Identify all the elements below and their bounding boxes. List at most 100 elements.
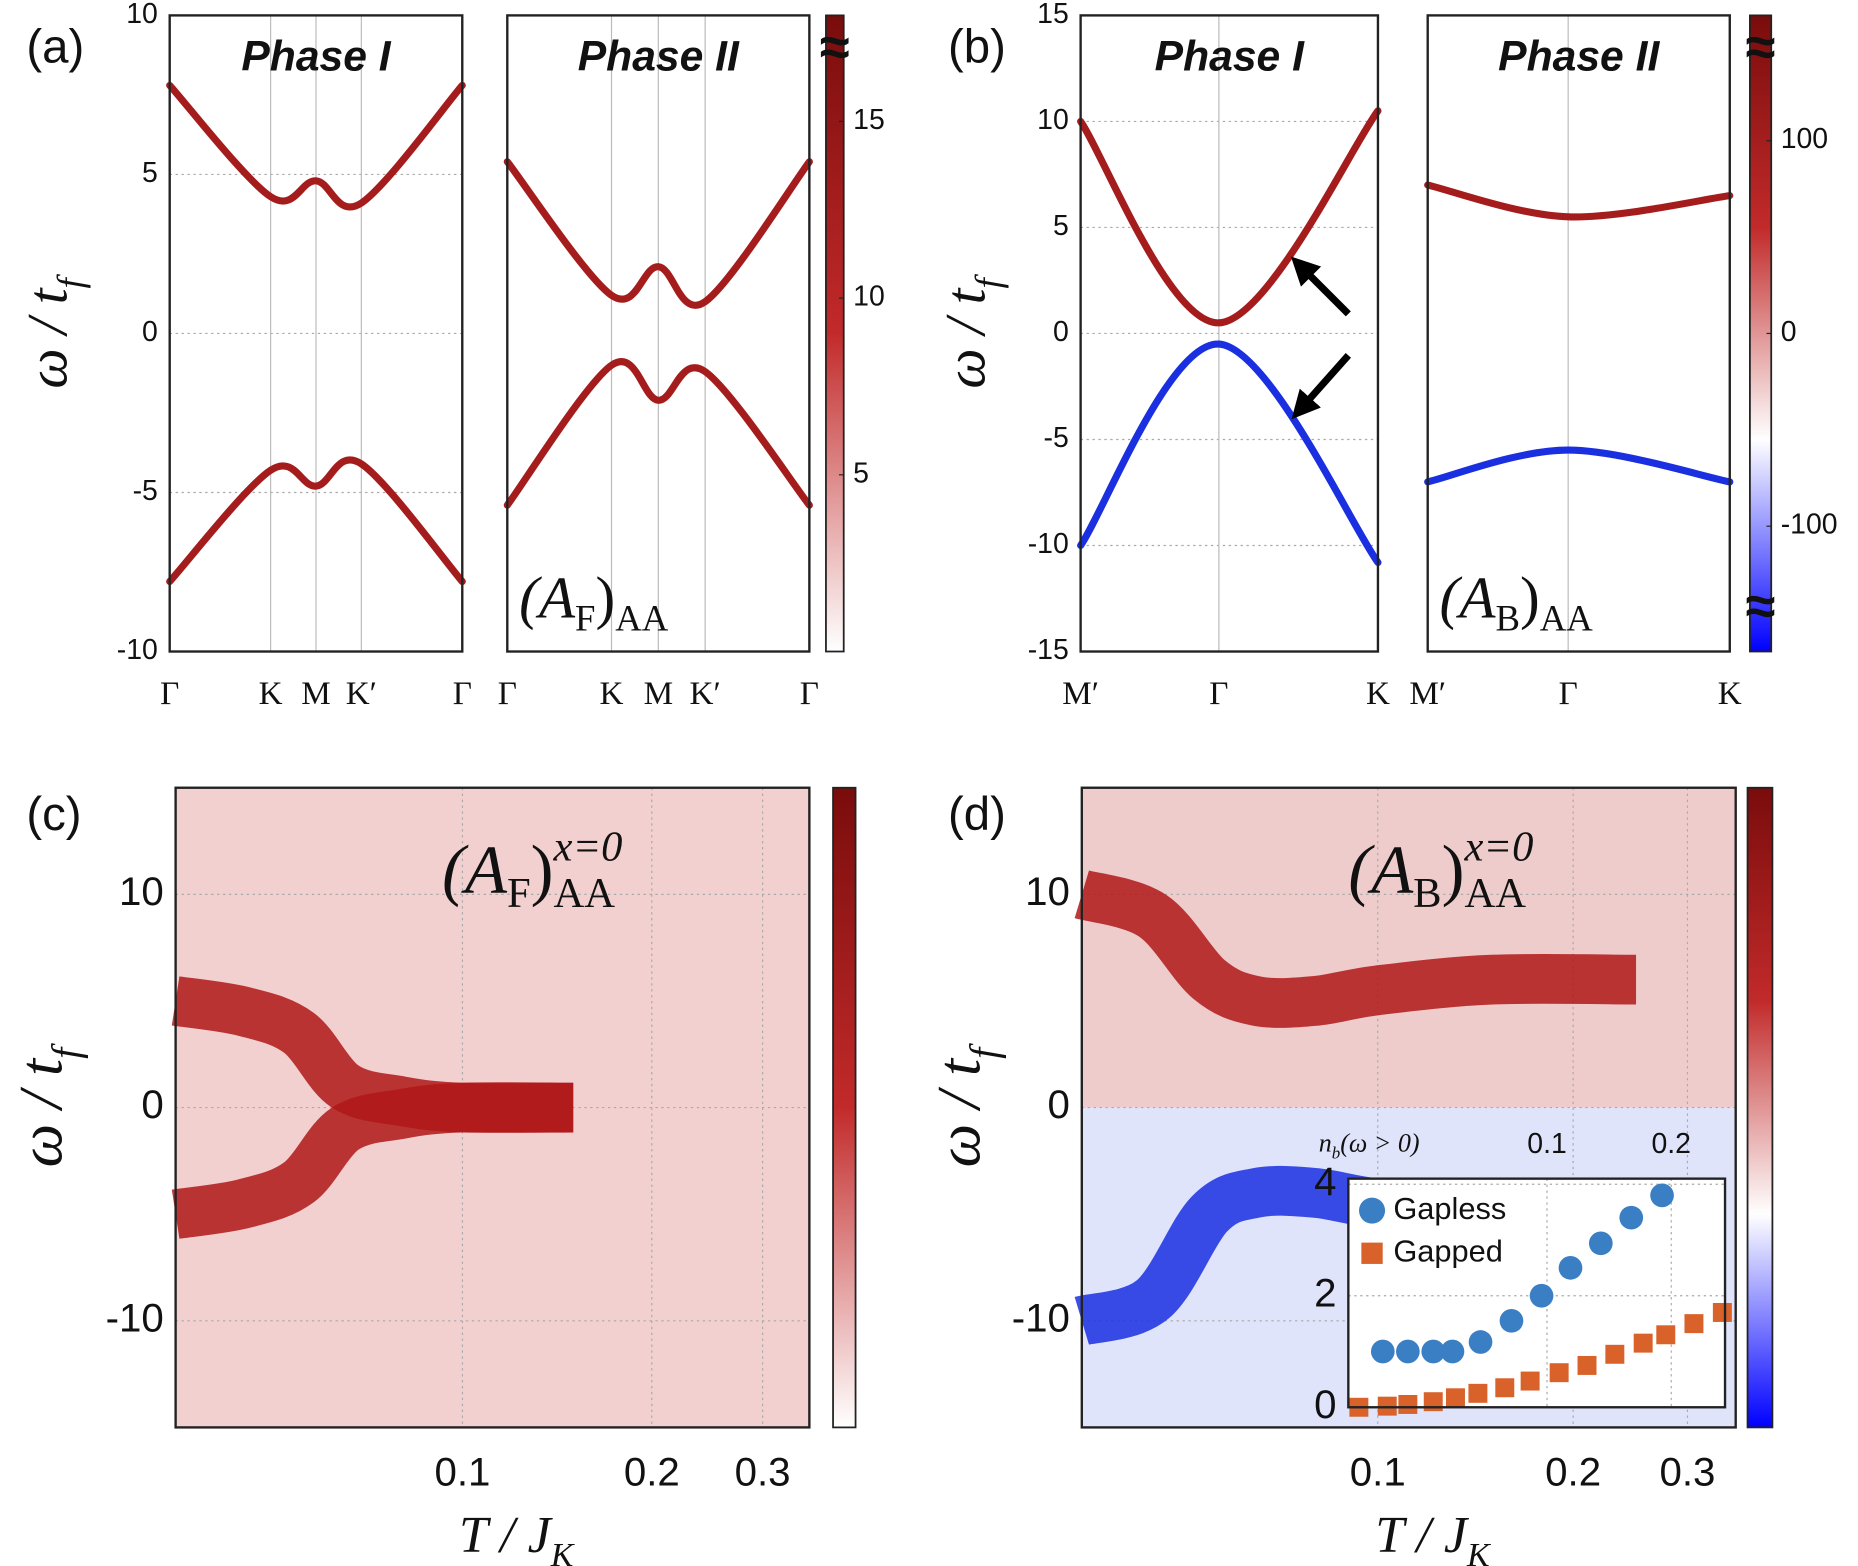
y-tick-label: 0 <box>141 1082 163 1127</box>
y-tick-label: 10 <box>119 869 164 914</box>
plot-frame <box>1079 14 1380 653</box>
panel: M′ Γ K Phase II (A B) AA -100 0 100 ≈ ≈ <box>1409 14 1838 712</box>
band <box>171 1082 574 1239</box>
point <box>1499 1308 1524 1333</box>
x-tick-label: Γ <box>160 675 179 712</box>
panel: -10 -5 0 5 10 Γ K M K′ Γ Phase I (a) <box>26 0 472 712</box>
x-tick-label: M′ <box>1409 675 1446 712</box>
point <box>1588 1231 1613 1256</box>
y-tick-label: -15 <box>1028 634 1069 666</box>
x-tick-label: 0.1 <box>1527 1128 1567 1160</box>
label-part: n <box>1319 1128 1332 1157</box>
x-tick-label: 0.2 <box>1651 1128 1691 1160</box>
plot-area <box>1427 15 1730 652</box>
y-tick-label: 4 <box>1314 1159 1336 1204</box>
x-tick-label: Γ <box>1559 675 1578 712</box>
axis-label: T / JK <box>459 1507 576 1566</box>
panel-label: (a) <box>26 20 84 73</box>
x-tick-label: Γ <box>800 675 819 712</box>
label-part: T / J <box>459 1507 554 1564</box>
x-tick-label: M <box>644 675 673 712</box>
x-tick-label: Γ <box>1209 675 1228 712</box>
colorbar <box>832 786 857 1429</box>
x-tick-label: Γ <box>453 675 472 712</box>
point <box>1633 1333 1653 1353</box>
y-tick-label: -10 <box>106 1295 164 1340</box>
panel-title: Phase II <box>1498 32 1660 80</box>
y-tick-label: -10 <box>1012 1295 1070 1340</box>
x-tick-label: K′ <box>690 675 721 712</box>
colorbar <box>825 14 845 653</box>
panel-title: Phase I <box>241 32 391 80</box>
plot-frame <box>506 14 811 653</box>
panel-label: (c) <box>26 788 81 841</box>
arrow <box>1290 256 1351 317</box>
label-part: f <box>50 274 91 289</box>
point <box>1495 1378 1515 1398</box>
point <box>1650 1183 1674 1208</box>
plot-frame <box>1426 14 1731 653</box>
label-part: K <box>1466 1537 1492 1566</box>
annotation: (A <box>1348 831 1414 907</box>
panel: -15 -10 -5 0 5 10 15 M′ Γ K Phase I (b) <box>948 0 1390 712</box>
colorbar-break: ≈ <box>1746 16 1776 77</box>
band <box>1424 181 1734 221</box>
label-part: ω / t <box>935 287 998 388</box>
y-tick-label: 5 <box>142 157 158 189</box>
plot-frame <box>174 786 811 1429</box>
annotation: x=0 <box>1463 823 1533 870</box>
x-tick-label: 0.3 <box>735 1449 791 1494</box>
point <box>1558 1256 1583 1280</box>
x-tick-label: 0.2 <box>1545 1449 1601 1494</box>
annotation: (A <box>1440 565 1497 631</box>
axis-label: ω / tf <box>926 1043 1007 1167</box>
y-tick-label: 10 <box>1037 104 1069 136</box>
annotation: B <box>1495 597 1520 638</box>
annotation: ) <box>1520 565 1540 631</box>
y-tick-label: 0 <box>142 316 158 348</box>
band <box>1074 870 1637 1028</box>
colorbar-tick-label: 0 <box>1781 316 1797 348</box>
annotation: AA <box>615 597 669 638</box>
x-tick-label: K <box>1366 675 1390 712</box>
colorbar-tick-label: 10 <box>853 281 885 313</box>
inset: 0 2 4 0.1 0.2 Gapless Gapped <box>1314 1128 1732 1427</box>
y-tick-label: 15 <box>1037 0 1069 30</box>
label-part: K <box>550 1537 576 1566</box>
colorbar <box>1746 786 1774 1429</box>
point <box>1619 1205 1644 1230</box>
plot-frame <box>1080 786 1737 1429</box>
point <box>1577 1355 1597 1375</box>
annotation: ) <box>1442 831 1465 907</box>
colorbar-tick-label: -100 <box>1781 509 1838 541</box>
y-tick-label: 10 <box>1025 869 1070 914</box>
x-tick-label: K <box>1718 675 1742 712</box>
axis-label: ω / tf <box>935 274 1009 389</box>
band <box>166 456 466 586</box>
legend-label: Gapless <box>1393 1191 1506 1226</box>
y-tick-label: 5 <box>1053 210 1069 242</box>
y-tick-label: 0 <box>1314 1382 1336 1427</box>
panel: Γ K M K′ Γ Phase II (A F) AA 5 10 15≈ <box>498 14 885 712</box>
point <box>1421 1339 1446 1364</box>
label-part: f <box>43 1043 88 1059</box>
y-tick-label: -10 <box>117 634 158 666</box>
panel: -10 0 10 0.1 0.2 0.3 (d) (A B) x=0AA <box>948 786 1774 1494</box>
plot-frame <box>168 14 464 653</box>
x-tick-label: 0.3 <box>1659 1449 1715 1494</box>
point <box>1396 1339 1420 1364</box>
band <box>503 158 813 309</box>
point <box>1446 1388 1465 1408</box>
point <box>1712 1302 1732 1322</box>
y-tick-label: -5 <box>1044 422 1069 454</box>
point <box>1656 1325 1676 1345</box>
panel-title: Phase I <box>1155 32 1305 80</box>
label-part: T / J <box>1375 1507 1470 1564</box>
point <box>1440 1339 1465 1364</box>
annotation: AA <box>1540 597 1594 638</box>
label-part: ω / t <box>8 1057 76 1167</box>
panel-label: (b) <box>948 20 1006 73</box>
x-tick-label: 0.1 <box>434 1449 490 1494</box>
panel: -10 0 10 0.1 0.2 0.3 (c) (A F) x=0AA <box>26 786 857 1494</box>
